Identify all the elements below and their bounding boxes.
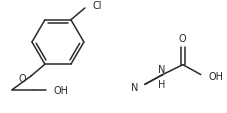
Text: H: H: [157, 80, 165, 90]
Text: Cl: Cl: [92, 1, 102, 11]
Text: OH: OH: [208, 71, 223, 81]
Text: O: O: [178, 34, 186, 44]
Text: O: O: [18, 73, 26, 83]
Text: N: N: [131, 83, 138, 93]
Text: OH: OH: [54, 85, 69, 95]
Text: N: N: [157, 64, 165, 74]
